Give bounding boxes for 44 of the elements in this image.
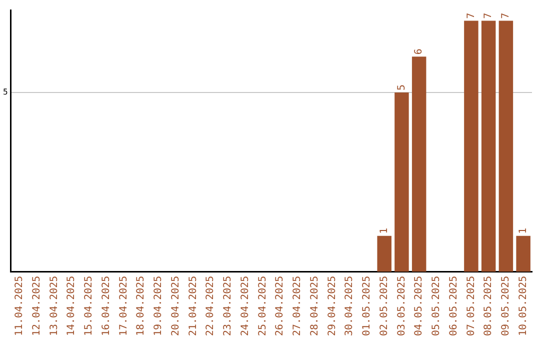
bar xyxy=(516,236,530,272)
x-tick-label: 29.04.2025 xyxy=(326,276,338,336)
bar xyxy=(377,236,392,272)
x-tick-label: 16.04.2025 xyxy=(100,276,112,336)
x-tick-label: 04.05.2025 xyxy=(414,276,425,336)
data-label: 7 xyxy=(466,12,477,19)
x-tick-label: 18.04.2025 xyxy=(136,276,147,336)
x-tick-label: 23.04.2025 xyxy=(222,276,234,336)
x-tick-label: 02.05.2025 xyxy=(378,276,390,336)
x-tick-label: 26.04.2025 xyxy=(274,276,286,336)
bar xyxy=(464,20,478,272)
x-tick-label: 03.05.2025 xyxy=(396,276,408,336)
x-tick-label: 13.04.2025 xyxy=(48,276,60,336)
x-tick-label: 22.04.2025 xyxy=(205,276,216,336)
data-label: 7 xyxy=(483,12,494,19)
x-tick-label: 06.05.2025 xyxy=(448,276,460,336)
bar xyxy=(498,20,514,272)
x-tick-label: 27.04.2025 xyxy=(292,276,304,336)
x-tick-label: 19.04.2025 xyxy=(153,276,164,336)
data-label: 6 xyxy=(414,48,425,55)
x-tick-label: 08.05.2025 xyxy=(483,276,494,336)
x-tick-label: 14.04.2025 xyxy=(66,276,78,336)
data-label: 5 xyxy=(396,84,408,90)
x-tick-label: 09.05.2025 xyxy=(500,276,512,336)
x-tick-label: 30.04.2025 xyxy=(344,276,356,336)
x-tick-label: 15.04.2025 xyxy=(84,276,95,336)
bar xyxy=(394,92,409,272)
x-tick-label: 07.05.2025 xyxy=(466,276,477,336)
x-tick-label: 24.04.2025 xyxy=(240,276,251,336)
x-tick-label: 10.05.2025 xyxy=(518,276,529,336)
x-tick-label: 12.04.2025 xyxy=(31,276,42,336)
x-tick-label: 25.04.2025 xyxy=(257,276,268,336)
bar xyxy=(412,56,426,272)
data-label: 7 xyxy=(500,12,512,19)
data-label: 1 xyxy=(518,228,529,234)
x-tick-label: 20.04.2025 xyxy=(170,276,182,336)
x-tick-label: 21.04.2025 xyxy=(188,276,199,336)
x-tick-label: 05.05.2025 xyxy=(431,276,442,336)
bar xyxy=(481,20,496,272)
x-tick-label: 28.04.2025 xyxy=(309,276,320,336)
data-label: 1 xyxy=(378,228,390,234)
x-tick-label: 11.04.2025 xyxy=(14,276,26,336)
x-tick-label: 17.04.2025 xyxy=(118,276,130,336)
x-tick-label: 01.05.2025 xyxy=(362,276,373,336)
